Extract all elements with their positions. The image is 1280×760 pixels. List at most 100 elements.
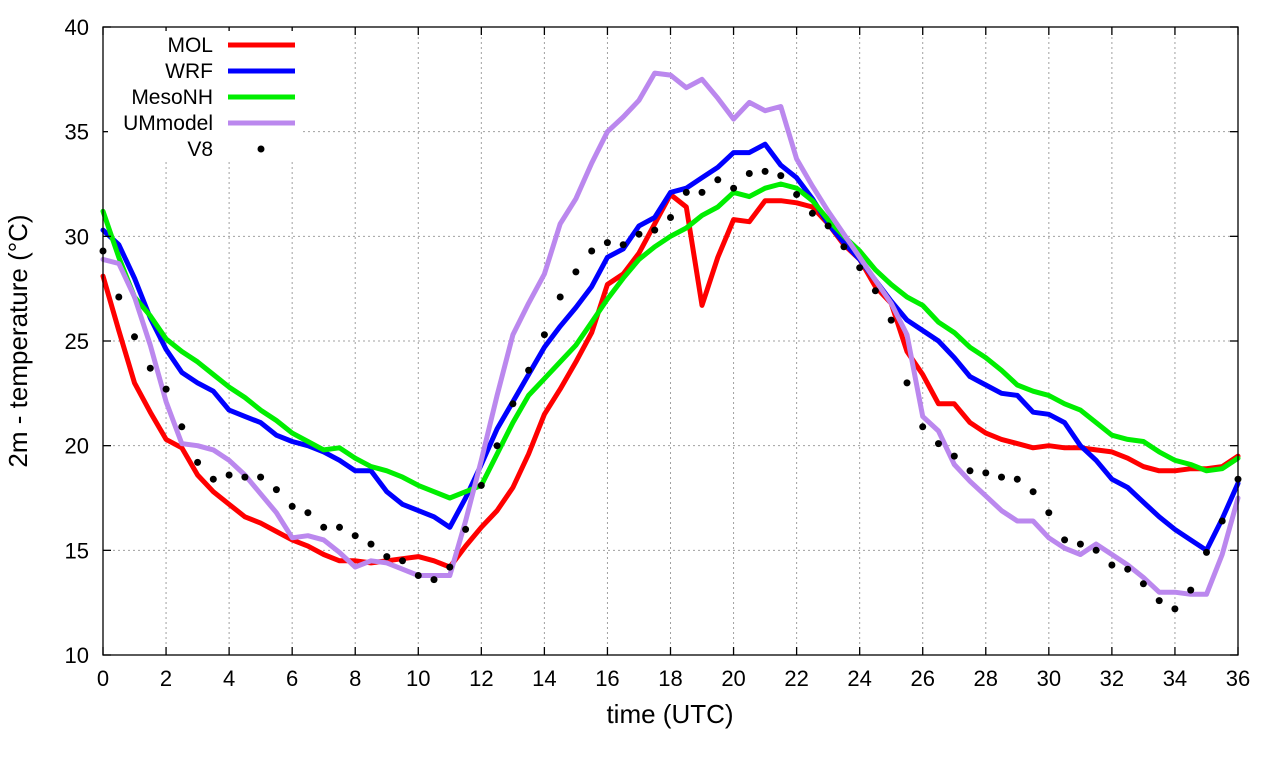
data-point-v8	[194, 458, 202, 466]
data-point-v8	[588, 247, 596, 255]
x-tick-label: 30	[1037, 666, 1061, 691]
y-tick-label: 30	[65, 224, 89, 249]
data-point-v8	[572, 268, 580, 276]
data-point-v8	[1203, 548, 1210, 556]
data-point-v8	[446, 563, 454, 571]
data-point-v8	[414, 572, 422, 579]
x-tick-label: 24	[847, 666, 871, 691]
data-point-v8	[1061, 536, 1069, 544]
data-point-v8	[225, 471, 233, 479]
data-point-v8	[288, 502, 296, 510]
y-tick-label: 25	[65, 329, 89, 354]
x-tick-label: 16	[595, 666, 619, 691]
data-point-v8	[667, 214, 674, 221]
data-point-v8	[304, 509, 312, 517]
x-tick-label: 14	[532, 666, 556, 691]
data-point-v8	[856, 264, 864, 272]
data-point-v8	[146, 364, 154, 372]
data-point-v8	[430, 576, 438, 584]
plot-series	[99, 70, 1242, 613]
data-point-v8	[383, 553, 391, 561]
data-point-v8	[761, 167, 769, 175]
y-tick-label: 20	[65, 434, 89, 459]
legend-label-v8: V8	[187, 138, 213, 161]
x-tick-label: 32	[1100, 666, 1124, 691]
data-point-v8	[1029, 488, 1037, 496]
data-point-v8	[1108, 561, 1116, 569]
series-line-wrf	[100, 141, 1241, 553]
data-point-v8	[793, 191, 801, 198]
data-point-v8	[808, 209, 816, 217]
data-point-v8	[840, 243, 848, 251]
data-point-v8	[272, 486, 280, 494]
data-point-v8	[619, 241, 627, 249]
data-point-v8	[887, 316, 895, 324]
data-point-v8	[1092, 546, 1100, 554]
data-point-v8	[556, 293, 564, 301]
legend-swatch-v8	[257, 145, 265, 153]
x-tick-label: 34	[1163, 666, 1187, 691]
data-point-v8	[178, 423, 186, 431]
data-point-v8	[477, 481, 485, 489]
data-point-v8	[131, 333, 138, 341]
series-line-mesonh	[100, 181, 1241, 501]
data-point-v8	[651, 226, 659, 234]
legend-label-mesonh: MesoNH	[131, 86, 213, 109]
data-point-v8	[1124, 565, 1132, 573]
x-tick-label: 6	[286, 666, 298, 691]
data-point-v8	[351, 532, 359, 540]
data-point-v8	[635, 230, 643, 238]
data-point-v8	[745, 170, 753, 177]
data-point-v8	[824, 222, 832, 230]
data-point-v8	[1187, 586, 1195, 594]
data-point-v8	[698, 188, 706, 196]
legend-label-wrf: WRF	[165, 60, 213, 83]
x-axis-label: time (UTC)	[606, 699, 733, 729]
data-point-v8	[730, 184, 738, 192]
data-point-v8	[1013, 475, 1021, 483]
x-tick-label: 12	[469, 666, 493, 691]
legend-label-ummodel: UMmodel	[123, 112, 213, 135]
data-point-v8	[1076, 540, 1084, 548]
data-point-v8	[115, 293, 123, 301]
x-tick-label: 22	[784, 666, 808, 691]
data-point-v8	[367, 540, 375, 548]
x-tick-label: 10	[406, 666, 430, 691]
legend-label-mol: MOL	[167, 34, 213, 57]
data-point-v8	[903, 379, 911, 387]
x-tick-label: 8	[349, 666, 361, 691]
data-point-v8	[525, 366, 533, 374]
data-point-v8	[1218, 517, 1226, 525]
x-tick-label: 0	[97, 666, 109, 691]
x-tick-label: 36	[1226, 666, 1250, 691]
x-tick-label: 4	[223, 666, 235, 691]
data-point-v8	[603, 239, 611, 247]
data-point-v8	[966, 467, 974, 475]
data-point-v8	[509, 400, 517, 408]
data-point-v8	[162, 385, 170, 393]
data-point-v8	[982, 469, 990, 477]
x-tick-label: 28	[974, 666, 998, 691]
data-point-v8	[777, 172, 785, 180]
data-point-v8	[462, 525, 470, 533]
data-point-v8	[399, 557, 406, 565]
data-point-v8	[871, 287, 879, 295]
data-point-v8	[336, 523, 343, 531]
data-point-v8	[1155, 597, 1163, 605]
y-tick-label: 40	[65, 15, 89, 40]
data-point-v8	[998, 473, 1005, 481]
y-tick-label: 35	[65, 120, 89, 145]
data-point-v8	[540, 331, 548, 339]
x-tick-label: 20	[721, 666, 745, 691]
data-point-v8	[714, 176, 722, 184]
y-tick-label: 10	[65, 643, 89, 668]
x-tick-label: 2	[160, 666, 172, 691]
data-point-v8	[493, 442, 501, 450]
data-point-v8	[241, 473, 249, 481]
data-point-v8	[209, 475, 217, 483]
data-point-v8	[320, 523, 328, 531]
data-point-v8	[1045, 509, 1053, 517]
data-point-v8	[257, 473, 265, 481]
data-point-v8	[682, 188, 690, 196]
